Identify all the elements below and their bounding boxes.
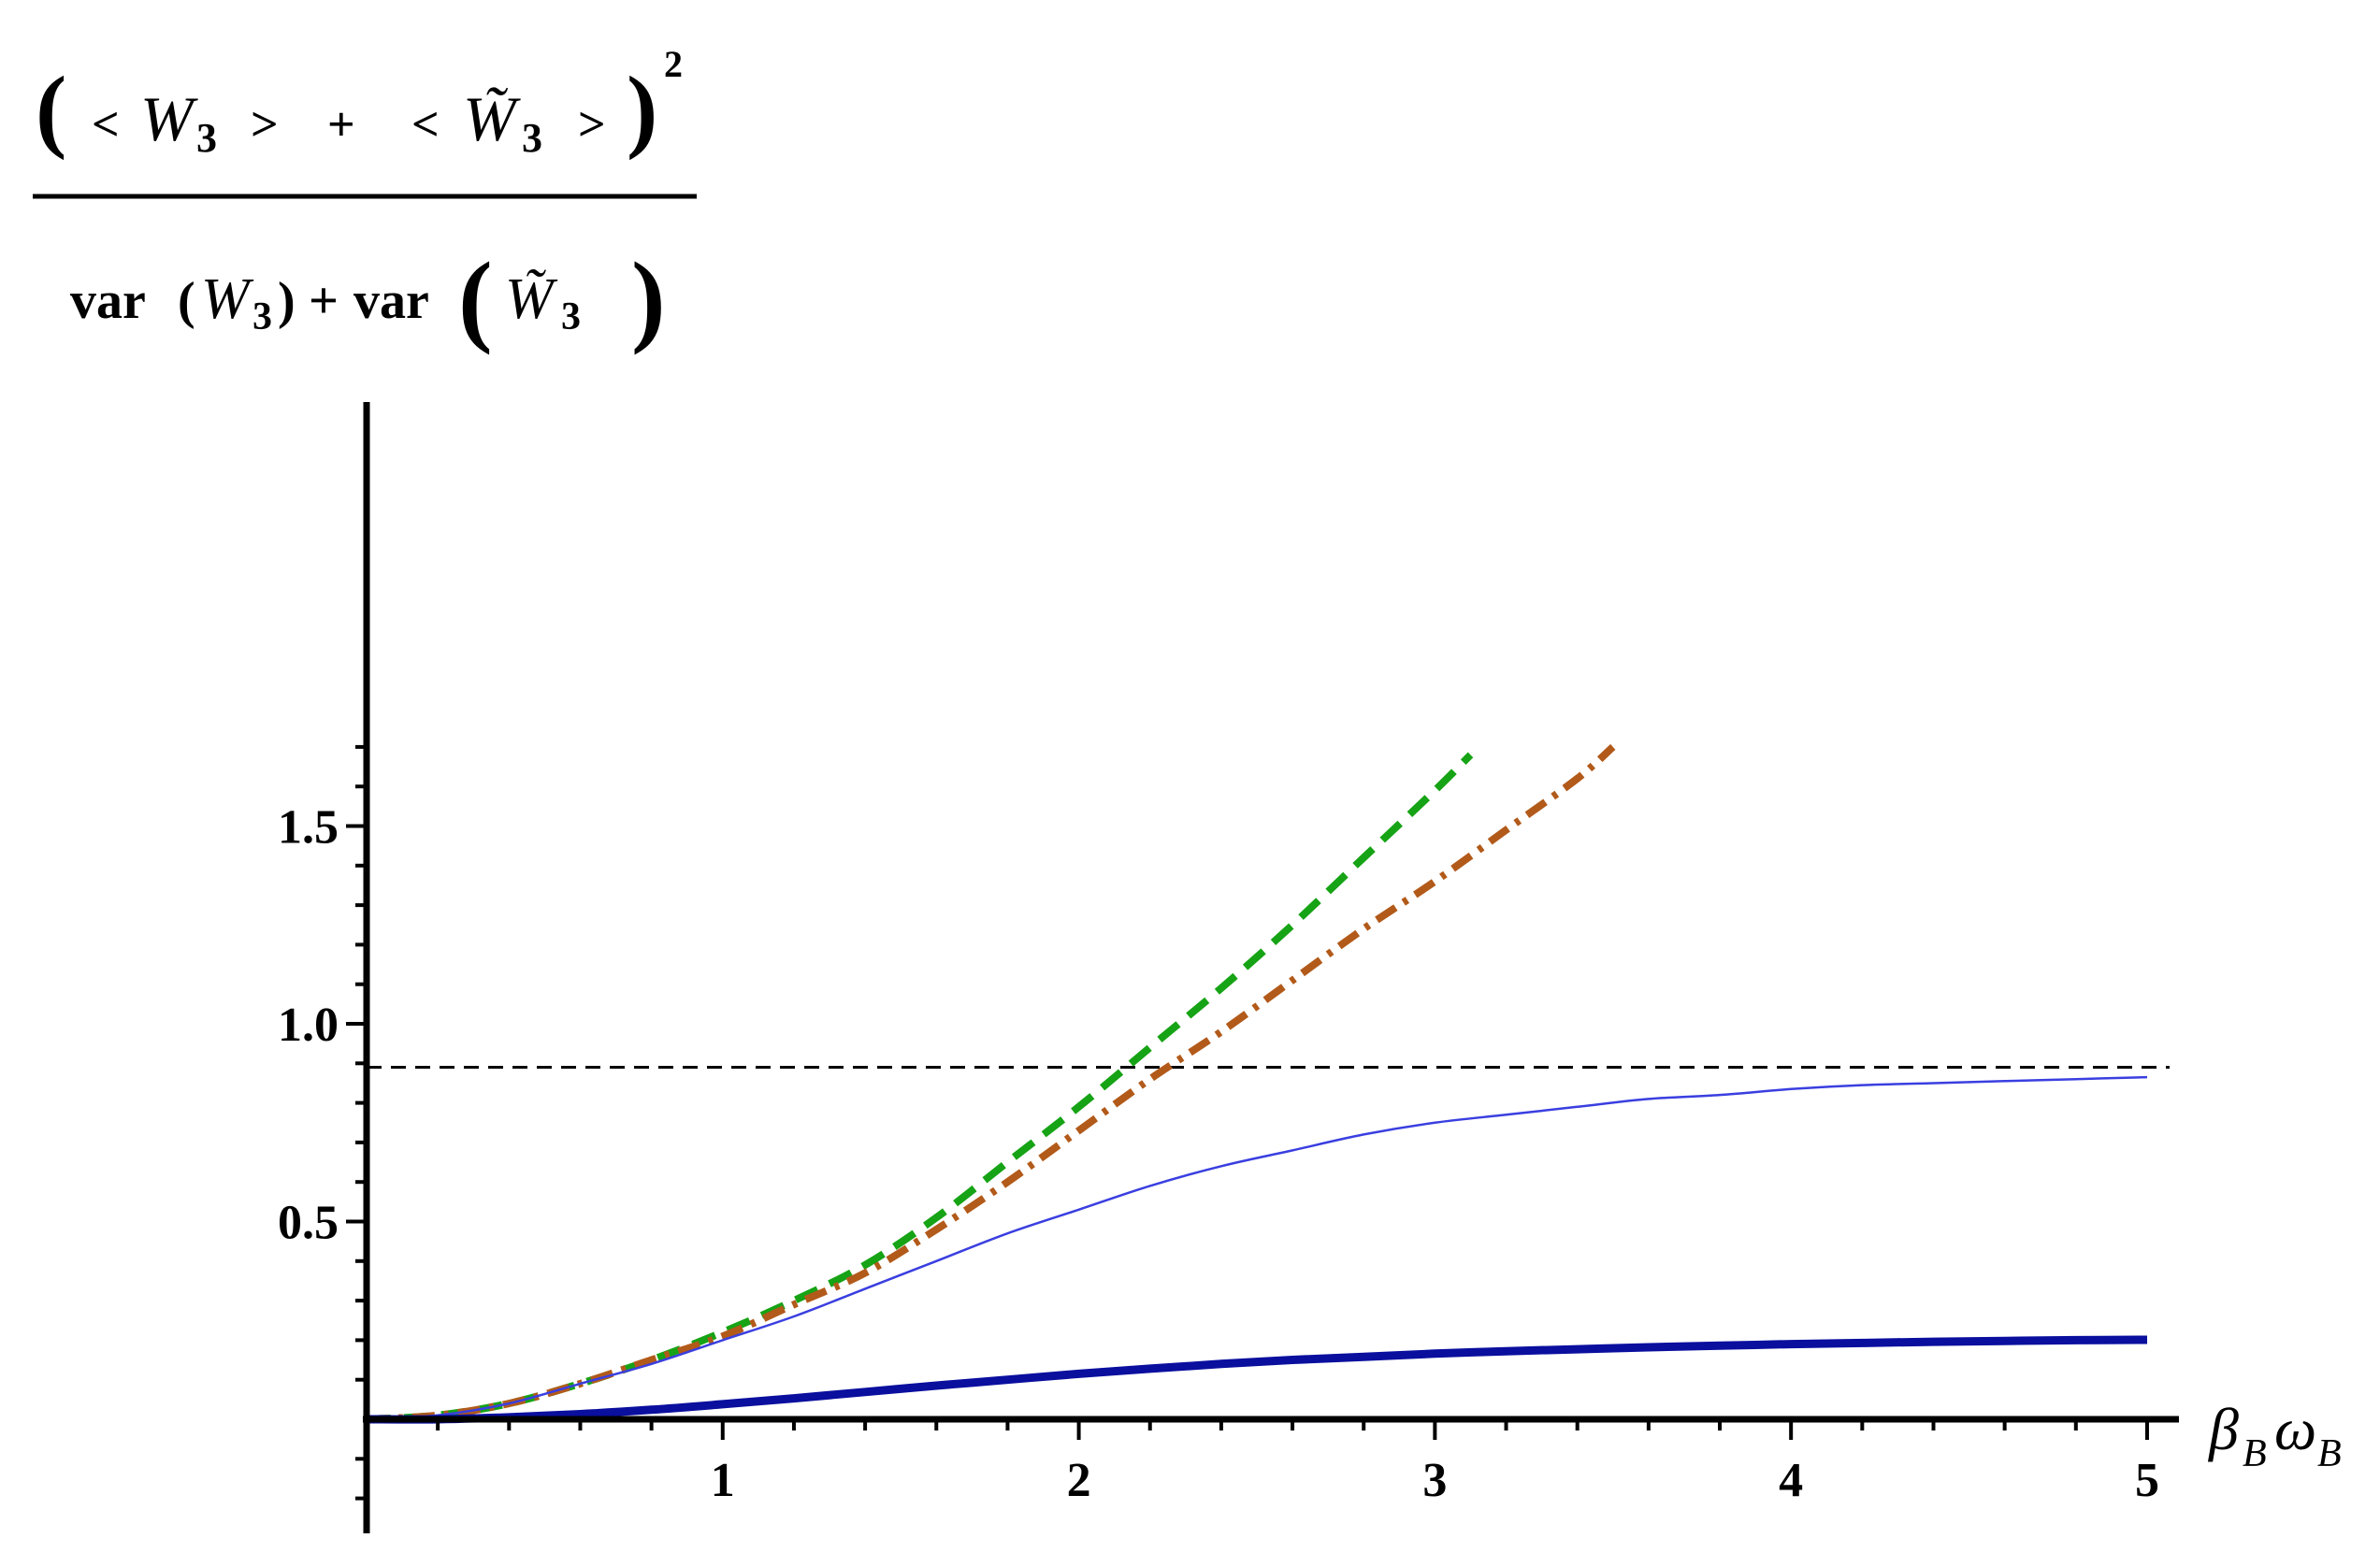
x-tick-label: 1 [711, 1454, 735, 1507]
ylabel-den-lparen2: ( [458, 241, 493, 355]
x-tick-label: 4 [1779, 1454, 1803, 1507]
ylabel-num-rparen: ) [627, 57, 657, 161]
ylabel-num-exponent: 2 [664, 43, 683, 85]
ylabel-num-w: W [140, 83, 198, 154]
xlabel-omega-subscript: B [2317, 1432, 2342, 1475]
x-tick-label: 5 [2135, 1454, 2159, 1507]
series-line-4 [366, 1335, 2148, 1424]
ylabel-num-lparen: ( [36, 57, 66, 161]
ylabel-num-gt2: > [578, 98, 606, 151]
ylabel-num-wtilde: W̃ [463, 83, 521, 154]
ylabel-den-plus: + [309, 272, 339, 330]
y-label-denominator: var ( W 3 ) + var ( W̃ 3 ) [70, 241, 666, 355]
x-tick-label: 3 [1422, 1454, 1447, 1507]
x-tick-label: 2 [1067, 1454, 1091, 1507]
ylabel-den-var2: var [353, 272, 429, 330]
y-axis-label: ( < W 3 > + < W̃ 3 > ) 2 var ( W 3 ) + v… [33, 43, 697, 355]
ylabel-num-w-subscript: 3 [196, 115, 217, 161]
ylabel-num-lt: < [92, 98, 120, 151]
ylabel-num-wtilde-subscript: 3 [522, 115, 542, 161]
xlabel-omega: ω [2274, 1396, 2316, 1462]
ylabel-den-rparen: ) [278, 272, 296, 330]
ylabel-num-lt2: < [411, 98, 440, 151]
ylabel-den-wtilde: W̃ [505, 267, 558, 331]
series-line-2 [366, 743, 1616, 1423]
y-label-numerator: ( < W 3 > + < W̃ 3 > ) 2 [36, 43, 683, 161]
x-axis-label: β B ω B [2207, 1396, 2342, 1475]
ylabel-num-gt: > [251, 98, 279, 151]
y-tick-label: 0.5 [278, 1197, 339, 1250]
y-tick-label: 1.0 [278, 999, 339, 1052]
y-tick-label: 1.5 [278, 801, 339, 855]
ylabel-den-rparen2: ) [631, 241, 666, 355]
series-line-1 [366, 752, 1474, 1423]
ylabel-den-w-subscript: 3 [252, 295, 272, 338]
ylabel-den-wtilde-subscript: 3 [561, 295, 581, 338]
series-line-3 [366, 1075, 2148, 1421]
xlabel-beta-subscript: B [2243, 1432, 2267, 1475]
xlabel-beta: β [2207, 1396, 2239, 1462]
ylabel-den-w: W [201, 267, 254, 331]
ylabel-den-var: var [70, 272, 146, 330]
plot-area: 1 2 3 4 5 0.5 1.0 1.5 [278, 402, 2179, 1533]
ylabel-den-lparen: ( [178, 272, 195, 330]
ylabel-num-plus: + [327, 98, 355, 151]
